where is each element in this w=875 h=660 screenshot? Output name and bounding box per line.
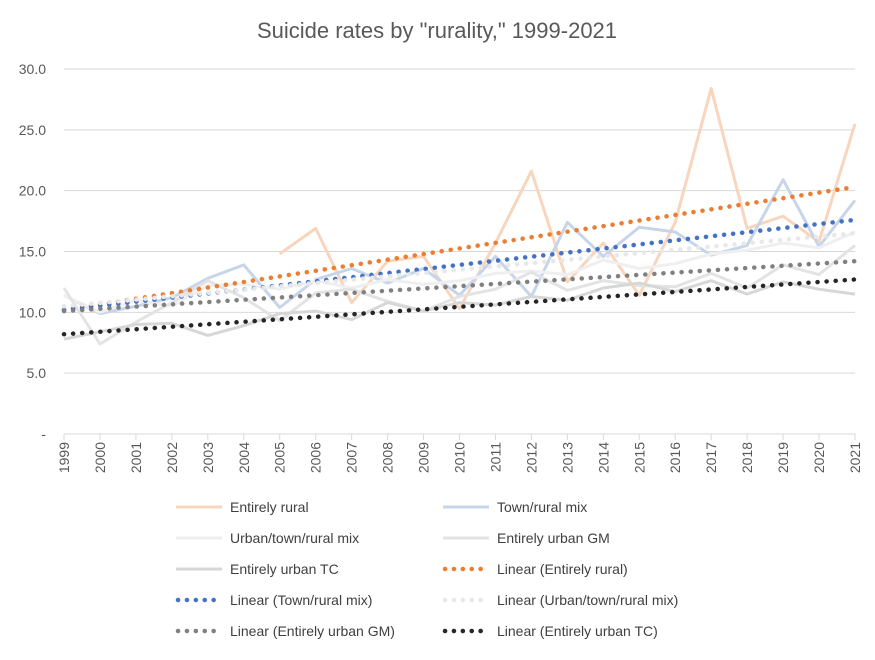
chart-title: Suicide rates by "rurality," 1999-2021 (257, 18, 617, 43)
series-entirely-urban-gm (62, 244, 856, 346)
x-tick-label: 2001 (128, 442, 144, 473)
x-tick-label: 2015 (631, 442, 647, 473)
legend-label: Linear (Entirely rural) (497, 561, 628, 577)
x-tick-label: 1999 (56, 442, 72, 473)
x-tick-label: 2002 (164, 442, 180, 473)
x-tick-label: 2004 (236, 442, 252, 473)
x-tick-label: 2016 (667, 442, 683, 473)
trendline-linear-entirely-rural (61, 184, 858, 313)
legend-label: Town/rural mix (497, 499, 587, 515)
legend-item-linear-entirely-urban-gm: Linear (Entirely urban GM) (175, 623, 395, 639)
legend-item-linear-urban-town-rural-mix: Linear (Urban/town/rural mix) (442, 592, 678, 608)
legend-item-entirely-urban-gm: Entirely urban GM (443, 530, 610, 546)
x-tick-label: 2009 (416, 442, 432, 473)
x-tick-label: 2008 (380, 442, 396, 473)
y-tick-label: - (41, 426, 46, 442)
x-tick-label: 2005 (272, 442, 288, 473)
series-urban-town-rural-mix (63, 230, 856, 314)
y-tick-label: 5.0 (27, 365, 47, 381)
legend-item-linear-entirely-rural: Linear (Entirely rural) (442, 561, 628, 577)
legend-label: Linear (Entirely urban TC) (497, 623, 658, 639)
legend-item-urban-town-rural-mix: Urban/town/rural mix (176, 530, 359, 546)
trend-lines (61, 184, 858, 337)
x-tick-label: 2021 (847, 442, 863, 473)
y-axis-ticks: - 5.0 10.0 15.0 20.0 25.0 30.0 (19, 61, 47, 442)
x-axis-ticks: 1999 2000 2001 2002 2003 2004 2005 2006 2007 2008… (56, 434, 863, 473)
legend-item-entirely-urban-tc: Entirely urban TC (176, 561, 339, 577)
legend-label: Linear (Town/rural mix) (230, 592, 372, 608)
x-tick-label: 2006 (308, 442, 324, 473)
series-entirely-urban-tc (63, 279, 856, 341)
y-tick-label: 15.0 (19, 244, 46, 260)
legend-label: Entirely urban TC (230, 561, 339, 577)
x-tick-label: 2003 (200, 442, 216, 473)
x-tick-label: 2020 (811, 442, 827, 473)
legend-item-linear-entirely-urban-tc: Linear (Entirely urban TC) (442, 623, 658, 639)
legend-label: Entirely urban GM (497, 530, 610, 546)
x-tick-label: 2000 (92, 442, 108, 473)
trendline-linear-town-rural-mix (61, 217, 858, 313)
legend-label: Entirely rural (230, 499, 309, 515)
legend-item-town-rural-mix: Town/rural mix (443, 499, 587, 515)
legend-label: Linear (Urban/town/rural mix) (497, 592, 678, 608)
y-tick-label: 10.0 (19, 304, 46, 320)
x-tick-label: 2007 (344, 442, 360, 473)
legend: Entirely rural Town/rural mix Urban/town/r… (175, 499, 678, 639)
x-tick-label: 2014 (595, 442, 611, 473)
legend-item-linear-town-rural-mix: Linear (Town/rural mix) (175, 592, 372, 608)
x-tick-label: 2010 (452, 442, 468, 473)
x-tick-label: 2011 (487, 442, 503, 472)
series-lines (62, 87, 857, 346)
gridlines (64, 68, 855, 435)
x-tick-label: 2017 (703, 442, 719, 473)
x-tick-label: 2019 (775, 442, 791, 473)
x-tick-label: 2012 (523, 442, 539, 473)
legend-item-entirely-rural: Entirely rural (176, 499, 309, 515)
legend-label: Urban/town/rural mix (230, 530, 359, 546)
y-tick-label: 30.0 (19, 61, 46, 77)
x-tick-label: 2018 (739, 442, 755, 473)
x-tick-label: 2013 (559, 442, 575, 473)
y-tick-label: 25.0 (19, 122, 46, 138)
y-tick-label: 20.0 (19, 183, 46, 199)
legend-label: Linear (Entirely urban GM) (230, 623, 395, 639)
